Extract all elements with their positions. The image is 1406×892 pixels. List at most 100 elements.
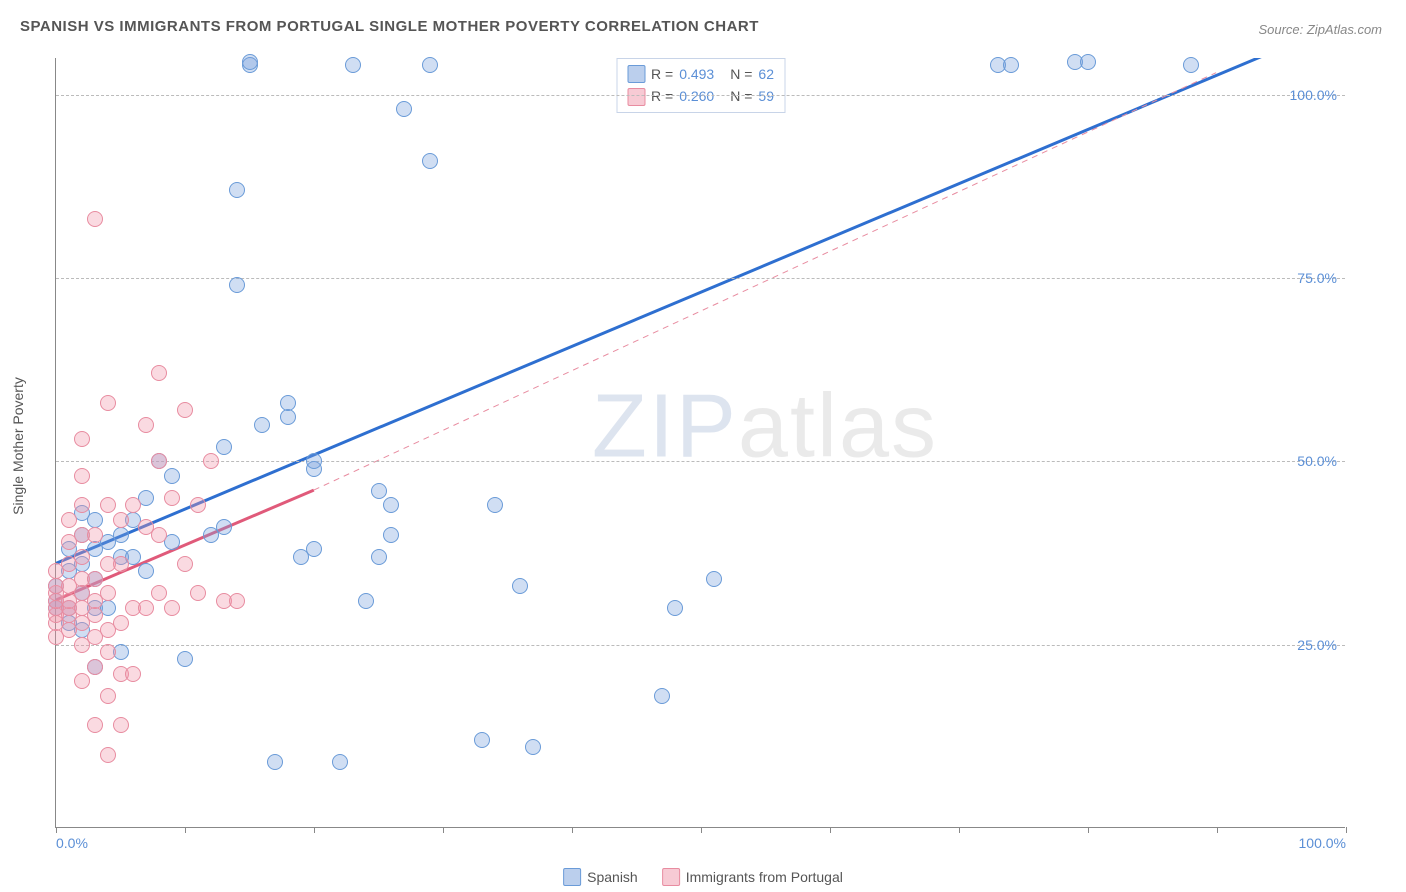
data-point xyxy=(151,585,167,601)
data-point xyxy=(164,468,180,484)
watermark: ZIPatlas xyxy=(592,376,938,479)
data-point xyxy=(151,365,167,381)
data-point xyxy=(87,211,103,227)
x-tick xyxy=(572,827,573,833)
data-point xyxy=(190,585,206,601)
gridline xyxy=(56,461,1345,462)
data-point xyxy=(229,182,245,198)
data-point xyxy=(306,453,322,469)
y-tick-label: 100.0% xyxy=(1290,87,1337,103)
legend-row: R =0.260N =59 xyxy=(627,85,774,107)
data-point xyxy=(177,402,193,418)
legend-swatch xyxy=(563,868,581,886)
legend-n-label: N = xyxy=(730,63,752,85)
x-tick xyxy=(1346,827,1347,833)
trend-lines-svg xyxy=(56,58,1345,827)
data-point xyxy=(422,153,438,169)
data-point xyxy=(74,431,90,447)
data-point xyxy=(87,527,103,543)
legend-swatch xyxy=(662,868,680,886)
data-point xyxy=(177,651,193,667)
legend-r-label: R = xyxy=(651,85,673,107)
legend-r-value: 0.260 xyxy=(679,85,714,107)
legend-label: Spanish xyxy=(587,869,638,885)
data-point xyxy=(74,673,90,689)
data-point xyxy=(216,519,232,535)
data-point xyxy=(138,563,154,579)
data-point xyxy=(125,497,141,513)
x-tick-label: 0.0% xyxy=(56,835,88,851)
data-point xyxy=(1080,54,1096,70)
x-tick xyxy=(314,827,315,833)
x-tick-label: 100.0% xyxy=(1299,835,1346,851)
data-point xyxy=(87,659,103,675)
data-point xyxy=(87,512,103,528)
x-tick xyxy=(959,827,960,833)
gridline xyxy=(56,645,1345,646)
data-point xyxy=(113,556,129,572)
data-point xyxy=(345,57,361,73)
y-tick-label: 50.0% xyxy=(1297,453,1337,469)
data-point xyxy=(74,497,90,513)
legend-row: R = 0.493 N = 62 xyxy=(627,63,774,85)
data-point xyxy=(100,688,116,704)
data-point xyxy=(87,571,103,587)
data-point xyxy=(358,593,374,609)
data-point xyxy=(280,409,296,425)
trend-line-extrapolated xyxy=(314,73,1216,490)
data-point xyxy=(371,483,387,499)
data-point xyxy=(525,739,541,755)
data-point xyxy=(229,277,245,293)
data-point xyxy=(512,578,528,594)
data-point xyxy=(242,54,258,70)
data-point xyxy=(138,600,154,616)
data-point xyxy=(138,417,154,433)
source-attribution: Source: ZipAtlas.com xyxy=(1258,22,1382,37)
data-point xyxy=(267,754,283,770)
y-tick-label: 75.0% xyxy=(1297,270,1337,286)
x-tick xyxy=(1217,827,1218,833)
data-point xyxy=(177,556,193,572)
data-point xyxy=(100,585,116,601)
data-point xyxy=(383,527,399,543)
data-point xyxy=(190,497,206,513)
data-point xyxy=(74,549,90,565)
data-point xyxy=(164,600,180,616)
data-point xyxy=(474,732,490,748)
legend-n-value: 59 xyxy=(758,85,774,107)
data-point xyxy=(151,527,167,543)
x-tick xyxy=(56,827,57,833)
legend-n-value: 62 xyxy=(758,63,774,85)
data-point xyxy=(113,615,129,631)
correlation-legend: R = 0.493 N = 62R = 0.260 N = 59 xyxy=(616,58,785,113)
data-point xyxy=(100,497,116,513)
legend-item: Immigrants from Portugal xyxy=(662,868,843,886)
data-point xyxy=(229,593,245,609)
data-point xyxy=(113,717,129,733)
data-point xyxy=(100,395,116,411)
legend-r-value: 0.493 xyxy=(679,63,714,85)
data-point xyxy=(87,607,103,623)
y-tick-label: 25.0% xyxy=(1297,637,1337,653)
chart-title: SPANISH VS IMMIGRANTS FROM PORTUGAL SING… xyxy=(20,18,759,35)
data-point xyxy=(113,527,129,543)
data-point xyxy=(422,57,438,73)
x-tick xyxy=(701,827,702,833)
data-point xyxy=(1183,57,1199,73)
data-point xyxy=(100,747,116,763)
trend-line xyxy=(56,58,1345,563)
y-axis-label: Single Mother Poverty xyxy=(10,377,26,515)
data-point xyxy=(1003,57,1019,73)
x-tick xyxy=(185,827,186,833)
data-point xyxy=(216,439,232,455)
data-point xyxy=(383,497,399,513)
data-point xyxy=(74,468,90,484)
data-point xyxy=(371,549,387,565)
plot-area: ZIPatlas R = 0.493 N = 62R = 0.260 N = 59 25.0… xyxy=(55,58,1345,828)
data-point xyxy=(151,453,167,469)
data-point xyxy=(332,754,348,770)
data-point xyxy=(87,717,103,733)
data-point xyxy=(396,101,412,117)
legend-r-label: R = xyxy=(651,63,673,85)
data-point xyxy=(487,497,503,513)
